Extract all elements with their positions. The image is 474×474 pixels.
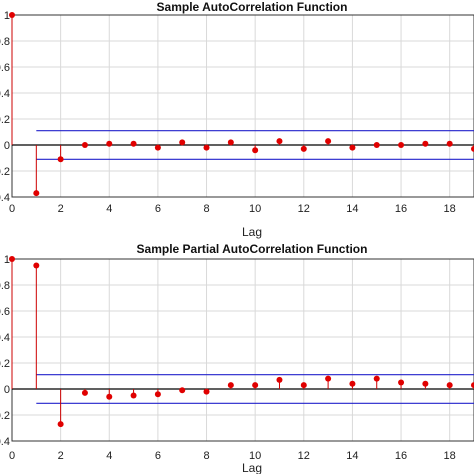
acf-point xyxy=(349,144,356,151)
pacf-point xyxy=(9,256,15,262)
pacf-xtick-label: 10 xyxy=(249,450,261,462)
pacf-point xyxy=(179,387,186,394)
acf-point xyxy=(227,139,234,146)
pacf-xlabel: Lag xyxy=(242,461,262,474)
acf-xtick-label: 16 xyxy=(395,203,407,215)
acf-axes-frame xyxy=(11,14,474,198)
acf-point xyxy=(57,156,64,163)
acf-ytick-label: 0 xyxy=(4,140,10,152)
acf-ytick-label: -0.2 xyxy=(0,166,10,178)
pacf-ytick-label: -0.2 xyxy=(0,410,10,422)
acf-point xyxy=(325,138,332,145)
pacf-xtick-label: 16 xyxy=(395,450,407,462)
acf-point xyxy=(130,140,137,147)
acf-title: Sample AutoCorrelation Function xyxy=(157,0,348,14)
acf-point xyxy=(9,12,15,18)
pacf-point xyxy=(422,380,429,387)
acf-ytick-label: 0.4 xyxy=(0,88,10,100)
pacf-point xyxy=(325,375,332,382)
acf-xtick-label: 10 xyxy=(249,203,261,215)
pacf-xtick-label: 4 xyxy=(106,450,112,462)
pacf-title: Sample Partial AutoCorrelation Function xyxy=(137,242,368,256)
pacf-ytick-label: 0.4 xyxy=(0,332,10,344)
acf-xtick-label: 2 xyxy=(58,203,64,215)
acf-grid xyxy=(11,14,474,198)
pacf-point xyxy=(446,382,453,389)
acf-point xyxy=(179,139,186,146)
pacf-point xyxy=(106,393,113,400)
acf-xtick-label: 14 xyxy=(346,203,358,215)
acf-ytick-label: 1 xyxy=(4,10,10,22)
pacf-point xyxy=(471,382,474,389)
acf-xtick-label: 4 xyxy=(106,203,112,215)
pacf-point xyxy=(349,380,356,387)
acf-ytick-label: -0.4 xyxy=(0,192,10,204)
pacf-point xyxy=(252,382,259,389)
acf-xtick-label: 6 xyxy=(155,203,161,215)
acf-ytick-label: 0.8 xyxy=(0,36,10,48)
pacf-ytick-label: 0.6 xyxy=(0,306,10,318)
pacf-ytick-label: 0 xyxy=(4,384,10,396)
acf-xtick-label: 0 xyxy=(9,203,15,215)
pacf-point xyxy=(398,379,405,386)
acf-point xyxy=(373,142,380,148)
pacf-ytick-label: 1 xyxy=(4,254,10,266)
pacf-point xyxy=(154,391,161,398)
pacf-point xyxy=(203,388,210,395)
pacf-grid xyxy=(11,258,474,442)
acf-xtick-label: 8 xyxy=(203,203,209,215)
pacf-point xyxy=(57,421,64,428)
pacf-ytick-label: 0.2 xyxy=(0,358,10,370)
acf-panel: Sample AutoCorrelation Function Lag 0 2 4 6… xyxy=(0,0,474,239)
acf-point xyxy=(300,145,307,152)
acf-xtick-label: 12 xyxy=(298,203,310,215)
acf-point xyxy=(203,144,210,151)
acf-ytick-label: 0.6 xyxy=(0,62,10,74)
pacf-ytick-label: -0.4 xyxy=(0,436,10,448)
pacf-point xyxy=(300,382,307,389)
acf-point xyxy=(422,140,429,147)
pacf-xtick-label: 14 xyxy=(346,450,358,462)
pacf-axes-frame xyxy=(11,258,474,442)
pacf-point xyxy=(227,382,234,389)
acf-point xyxy=(81,142,88,148)
acf-point xyxy=(446,140,453,147)
pacf-point xyxy=(276,376,283,383)
pacf-xtick-label: 18 xyxy=(444,450,456,462)
pacf-point xyxy=(33,262,40,269)
pacf-panel: Sample Partial AutoCorrelation Function … xyxy=(0,242,474,474)
acf-point xyxy=(252,147,259,154)
pacf-xtick-label: 0 xyxy=(9,450,15,462)
pacf-point xyxy=(130,392,137,399)
acf-ytick-label: 0.2 xyxy=(0,114,10,126)
pacf-point xyxy=(373,375,380,382)
pacf-point xyxy=(81,389,88,396)
pacf-xtick-label: 2 xyxy=(58,450,64,462)
acf-xlabel: Lag xyxy=(242,225,262,239)
acf-point xyxy=(154,144,161,151)
acf-point xyxy=(106,140,113,147)
acf-point xyxy=(33,190,40,197)
pacf-xtick-label: 6 xyxy=(155,450,161,462)
acf-point xyxy=(471,145,474,152)
acf-xtick-label: 18 xyxy=(444,203,456,215)
acf-point xyxy=(276,138,283,145)
pacf-xtick-label: 8 xyxy=(203,450,209,462)
pacf-xtick-label: 12 xyxy=(298,450,310,462)
pacf-ytick-label: 0.8 xyxy=(0,280,10,292)
acf-point xyxy=(398,142,405,148)
